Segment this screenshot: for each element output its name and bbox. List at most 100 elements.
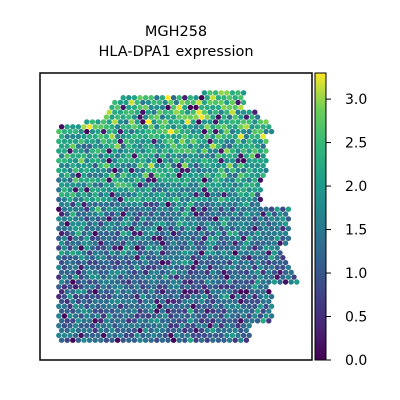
expression-spot: [114, 172, 121, 178]
expression-spot: [173, 284, 180, 290]
expression-spot: [184, 148, 191, 154]
expression-spot: [184, 293, 191, 300]
expression-spot: [254, 143, 261, 149]
expression-spot: [78, 235, 84, 241]
expression-spot: [86, 211, 93, 217]
expression-spot: [224, 313, 230, 319]
expression-spot: [61, 138, 68, 144]
expression-spot: [170, 337, 177, 343]
expression-spot: [218, 196, 224, 203]
expression-spot: [131, 162, 138, 169]
expression-spot: [98, 153, 104, 159]
expression-spot: [184, 216, 191, 222]
expression-spot: [268, 235, 275, 241]
expression-spot: [92, 259, 98, 266]
expression-spot: [142, 124, 149, 130]
expression-spot: [61, 235, 68, 241]
expression-spot: [126, 143, 132, 149]
expression-spot: [84, 187, 90, 193]
expression-spot: [156, 303, 163, 309]
expression-spot: [218, 138, 224, 144]
expression-spot: [154, 230, 160, 237]
expression-spot: [120, 114, 126, 120]
expression-spot: [263, 284, 269, 290]
expression-spot: [173, 167, 180, 174]
expression-spot: [67, 235, 73, 241]
expression-spot: [198, 308, 205, 314]
expression-spot: [182, 172, 188, 178]
expression-spot: [235, 90, 241, 96]
expression-spot: [187, 201, 194, 208]
expression-spot: [235, 196, 241, 203]
expression-spot: [229, 90, 236, 96]
expression-spot: [123, 225, 129, 232]
expression-spot: [67, 303, 73, 309]
expression-spot: [285, 264, 292, 271]
expression-spot: [224, 293, 230, 300]
expression-spot: [282, 221, 289, 227]
expression-spot: [120, 327, 126, 334]
expression-spot: [249, 143, 255, 149]
expression-spot: [218, 119, 224, 125]
expression-spot: [254, 289, 261, 295]
expression-spot: [86, 269, 93, 275]
expression-spot: [126, 95, 132, 101]
expression-spot: [224, 90, 230, 96]
expression-spot: [165, 172, 171, 178]
expression-spot: [210, 327, 216, 334]
expression-spot: [288, 269, 294, 275]
expression-spot: [131, 269, 138, 275]
expression-spot: [229, 313, 236, 319]
expression-spot: [89, 138, 96, 144]
expression-spot: [134, 177, 140, 183]
expression-spot: [154, 259, 160, 266]
expression-spot: [56, 332, 62, 339]
expression-spot: [120, 124, 126, 130]
expression-spot: [151, 274, 157, 280]
expression-spot: [120, 192, 126, 198]
expression-spot: [212, 158, 219, 164]
expression-spot: [187, 153, 194, 159]
expression-spot: [98, 230, 104, 237]
colorbar-ticks: 0.00.51.01.52.02.53.0: [326, 92, 367, 369]
expression-spot: [89, 167, 96, 174]
expression-spot: [58, 143, 65, 149]
expression-spot: [142, 104, 149, 111]
expression-spot: [173, 158, 180, 164]
expression-spot: [252, 235, 258, 241]
expression-spot: [207, 99, 213, 106]
expression-spot: [70, 289, 76, 295]
expression-spot: [159, 211, 166, 217]
expression-spot: [162, 303, 168, 309]
expression-spot: [215, 201, 222, 208]
expression-spot: [198, 250, 205, 256]
expression-spot: [266, 240, 272, 246]
expression-spot: [207, 177, 213, 183]
expression-spot: [156, 323, 163, 329]
expression-spot: [123, 196, 129, 203]
expression-spot: [109, 153, 115, 159]
expression-spot: [168, 303, 174, 309]
expression-spot: [196, 274, 202, 280]
expression-spot: [92, 182, 98, 188]
expression-spot: [173, 138, 180, 144]
expression-spot: [131, 279, 138, 285]
expression-spot: [100, 225, 107, 232]
expression-spot: [212, 167, 219, 174]
expression-spot: [140, 245, 146, 251]
expression-spot: [168, 99, 174, 106]
expression-spot: [89, 128, 96, 135]
expression-spot: [159, 221, 166, 227]
expression-spot: [168, 332, 174, 339]
expression-spot: [168, 225, 174, 232]
expression-spot: [176, 192, 182, 198]
expression-spot: [162, 245, 168, 251]
expression-spot: [257, 206, 264, 212]
expression-spot: [137, 95, 143, 101]
expression-spot: [229, 99, 236, 106]
expression-spot: [263, 255, 269, 261]
expression-spot: [226, 162, 233, 169]
expression-spot: [170, 259, 177, 266]
expression-spot: [86, 327, 93, 334]
expression-spot: [92, 250, 98, 256]
